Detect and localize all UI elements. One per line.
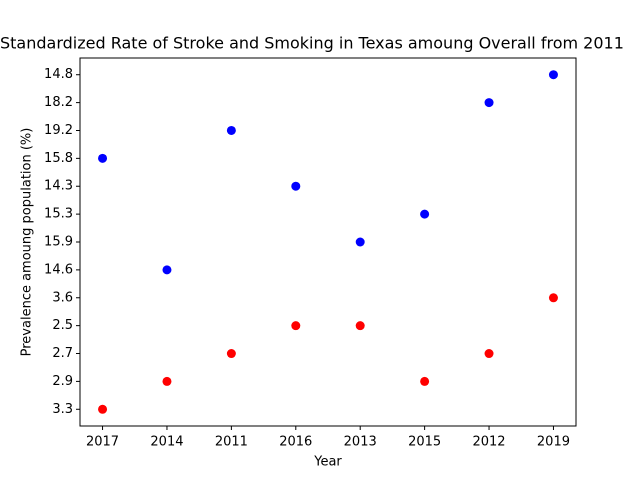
y-tick-label: 2.9 bbox=[52, 374, 73, 389]
y-tick-label: 19.2 bbox=[44, 123, 73, 138]
plot-frame bbox=[79, 57, 577, 427]
point bbox=[484, 98, 494, 108]
y-axis-label: Prevalence amoung population (%) bbox=[20, 128, 35, 357]
point bbox=[355, 321, 365, 331]
x-tick-label: 2011 bbox=[215, 435, 248, 450]
y-tick-label: 2.7 bbox=[52, 346, 73, 361]
x-tick-label: 2012 bbox=[472, 435, 505, 450]
y-tick-label: 3.3 bbox=[52, 402, 73, 417]
point bbox=[162, 265, 172, 275]
x-tick-label: 2016 bbox=[279, 435, 312, 450]
x-tick-label: 2013 bbox=[344, 435, 377, 450]
point bbox=[548, 70, 558, 80]
point bbox=[484, 349, 494, 359]
y-tick-label: 15.8 bbox=[44, 151, 73, 166]
point bbox=[291, 321, 301, 331]
point bbox=[98, 404, 108, 414]
x-tick-label: 2019 bbox=[537, 435, 570, 450]
y-tick-label: 14.3 bbox=[44, 179, 73, 194]
y-tick-label: 15.3 bbox=[44, 207, 73, 222]
point bbox=[420, 376, 430, 386]
x-tick-label: 2015 bbox=[408, 435, 441, 450]
x-tick-label: 2014 bbox=[150, 435, 183, 450]
point bbox=[162, 376, 172, 386]
point bbox=[226, 125, 236, 135]
y-tick-label: 15.9 bbox=[44, 235, 73, 250]
y-tick-label: 3.6 bbox=[52, 290, 73, 305]
point bbox=[291, 181, 301, 191]
point bbox=[355, 237, 365, 247]
chart-title: Standardized Rate of Stroke and Smoking … bbox=[0, 34, 624, 53]
x-axis-label: Year bbox=[313, 455, 342, 470]
y-tick-label: 2.5 bbox=[52, 318, 73, 333]
point bbox=[226, 349, 236, 359]
y-tick-label: 14.8 bbox=[44, 67, 73, 82]
point bbox=[420, 209, 430, 219]
point bbox=[98, 153, 108, 163]
point bbox=[548, 293, 558, 303]
y-tick-label: 14.6 bbox=[44, 262, 73, 277]
y-tick-label: 18.2 bbox=[44, 95, 73, 110]
x-tick-label: 2017 bbox=[86, 435, 119, 450]
